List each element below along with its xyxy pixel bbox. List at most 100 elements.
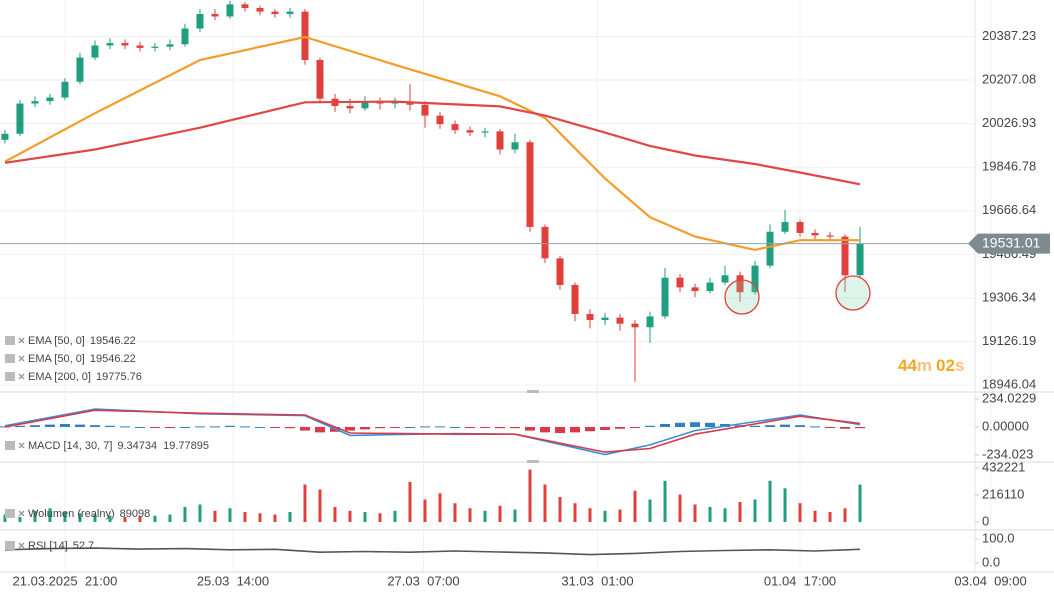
macd-histogram-bar [404,426,415,428]
macd-histogram-bar [344,426,355,431]
macd-histogram-bar [630,426,641,428]
macd-histogram-bar [239,426,250,428]
legend-value: 52.7 [73,540,94,552]
macd-histogram-bar [810,426,821,428]
candle-body [796,222,804,233]
macd-histogram-bar [269,426,280,428]
candle-body [496,131,504,150]
legend-icon [5,354,15,363]
volume-bar [663,480,667,523]
macd-histogram-bar [44,424,55,427]
legend-value: 19.77895 [163,440,209,452]
legend-value: 19775.76 [96,371,142,383]
highlight-circle [835,275,871,311]
candle-body [241,4,249,8]
volume-bar [168,514,172,523]
candle-body [616,317,624,324]
rsi-line [4,547,861,556]
macd-histogram-bar [209,426,220,428]
macd-histogram-bar [765,425,776,427]
macd-histogram-bar [359,426,370,430]
y-tick-label: 0.00000 [982,418,1029,433]
candle-body [511,142,519,150]
candle-body [421,104,429,116]
x-tick-label: 21.03.2025 21:00 [13,573,118,588]
legend-name: RSI [14] [28,540,68,552]
macd-histogram-bar [615,426,626,429]
candle-body [406,102,414,105]
legend-value: 19546.22 [90,335,136,347]
volume-bar [333,507,337,523]
legend-name: MACD [14, 30, 7] [28,440,112,452]
macd-histogram-bar [780,424,791,427]
volume-bar [843,508,847,523]
volume-bar [33,510,37,523]
macd-histogram-bar [119,426,130,428]
candle-body [226,4,234,17]
volume-bar [618,509,622,523]
volume-bar [528,469,532,523]
candle-body [106,43,114,46]
macd-histogram-bar [690,422,701,427]
volume-bar [468,508,472,523]
macd-histogram-bar [570,426,581,433]
macd-histogram-bar [795,425,806,427]
legend-close-icon [18,510,25,517]
timer-seconds: 02 [936,356,955,375]
volume-bar [423,499,427,523]
volume-bar [348,510,352,523]
volume-bar [48,508,52,523]
candle-body [391,102,399,104]
macd-histogram-bar [299,426,310,431]
volume-bar [18,517,22,523]
last-price-tag [968,233,1050,254]
volume-bar [453,503,457,523]
timer: 44m 02s [898,356,964,375]
y-tick-label: 100.0 [982,530,1015,545]
volume-bar [573,503,577,523]
candle-body [751,265,759,293]
candle-body [256,7,264,12]
legend-entry: RSI [14] 52.7 [28,540,94,552]
macd-histogram-bar [14,425,25,427]
volume-bar [198,504,202,523]
macd-histogram-bar [705,422,716,427]
candle-body [346,105,354,109]
volume-bar [543,484,547,523]
candle-body [661,277,669,317]
volume-bar [558,497,562,523]
volume-bar [813,510,817,523]
candle-body [526,142,534,227]
candle-body [31,101,39,104]
legend-entry: EMA [50, 0] 19546.22 [28,353,136,365]
panel-handle [527,460,539,463]
candle-body [16,103,24,134]
macd-histogram-bar [660,424,671,427]
candle-body [601,317,609,321]
x-tick-label: 01.04 17:00 [764,573,836,588]
macd-histogram-bar [164,426,175,428]
candle-body [571,284,579,314]
candle-body [766,231,774,266]
timer-unit: m [917,356,932,375]
volume-bar [693,504,697,523]
y-tick-label: 0 [982,513,989,528]
volume-bar [708,507,712,523]
candle-body [706,282,714,292]
macd-histogram-bar [74,424,85,427]
volume-bar [303,484,307,523]
macd-histogram-bar [525,426,536,431]
legend-entry: EMA [200, 0] 19775.76 [28,371,142,383]
y-tick-label: 20387.23 [982,28,1036,43]
y-tick-label: 19846.78 [982,159,1036,174]
macd-histogram-bar [434,426,445,428]
candle-body [211,14,219,17]
legend-entry: Wolumen (realny) 89098 [28,508,150,520]
ema-line [4,35,860,252]
candle-body [361,101,369,109]
volume-bar [753,499,757,523]
candle-body [181,28,189,45]
volume-bar [738,502,742,523]
